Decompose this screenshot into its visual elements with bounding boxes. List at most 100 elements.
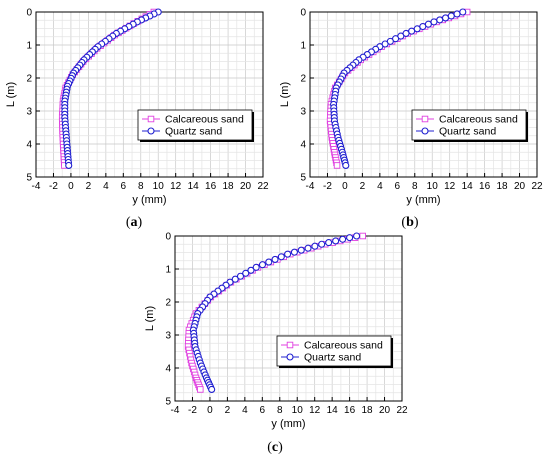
x-tick-label: 14	[188, 181, 200, 192]
x-tick-label: 6	[121, 181, 127, 192]
x-tick-label: -4	[32, 181, 41, 192]
data-point-circle	[231, 275, 239, 283]
legend-box	[276, 335, 392, 367]
x-tick-label: -2	[323, 181, 332, 192]
legend-box	[411, 109, 527, 141]
data-point-circle	[277, 253, 285, 261]
y-tick-label: 0	[300, 8, 306, 19]
y-axis-label: L (m)	[279, 82, 291, 107]
legend-label: Calcareous sand	[165, 114, 244, 126]
data-point-circle	[346, 234, 354, 242]
data-point-circle	[236, 272, 245, 280]
y-axis-label: L (m)	[144, 306, 156, 331]
data-point-circle	[265, 258, 273, 266]
x-tick-label: 16	[205, 181, 217, 192]
y-axis-label: L (m)	[5, 82, 17, 107]
x-tick-label: 2	[225, 405, 231, 416]
series-quartz-sand	[189, 232, 361, 394]
y-tick-label: 2	[165, 298, 171, 309]
data-point-circle	[342, 161, 350, 169]
legend-box	[137, 109, 253, 141]
data-point-square	[286, 341, 294, 349]
legend-label: Quartz sand	[439, 126, 496, 138]
x-tick-label: 4	[103, 181, 109, 192]
data-point-circle	[325, 239, 333, 247]
y-tick-label: 1	[165, 265, 171, 276]
plot-frame	[174, 235, 403, 402]
data-point-circle	[147, 127, 155, 135]
x-tick-label: 0	[207, 405, 213, 416]
data-point-circle	[441, 14, 450, 22]
data-point-circle	[242, 269, 250, 277]
x-tick-label: 20	[379, 405, 391, 416]
data-point-circle	[286, 353, 294, 361]
y-tick-label: 0	[26, 8, 32, 19]
x-tick-label: 16	[479, 181, 491, 192]
x-tick-label: 0	[342, 181, 348, 192]
y-tick-label: 3	[300, 107, 306, 118]
y-tick-label: 1	[26, 41, 32, 52]
x-tick-label: -4	[171, 405, 180, 416]
data-point-circle	[252, 263, 260, 271]
series-calcareous-sand	[58, 8, 158, 169]
data-point-circle	[447, 12, 455, 20]
data-point-square	[197, 386, 204, 393]
data-point-circle	[290, 248, 298, 256]
series-quartz-sand	[61, 8, 162, 169]
x-tick-label: -2	[49, 181, 58, 192]
x-tick-label: 10	[427, 181, 439, 192]
data-point-square	[359, 232, 366, 240]
x-tick-label: 12	[309, 405, 321, 416]
data-point-circle	[297, 246, 305, 254]
x-tick-label: 6	[395, 181, 401, 192]
legend-label: Quartz sand	[304, 352, 361, 364]
panel-caption: (a)	[126, 215, 143, 230]
data-point-circle	[208, 385, 216, 394]
data-point-circle	[284, 250, 292, 258]
data-point-circle	[318, 240, 326, 248]
y-tick-label: 0	[165, 232, 171, 243]
x-tick-label: 0	[68, 181, 74, 192]
panel-caption: (c)	[267, 440, 283, 455]
x-tick-label: 8	[277, 405, 283, 416]
legend-label: Calcareous sand	[304, 340, 383, 352]
x-tick-label: 20	[240, 181, 252, 192]
x-axis-label: y (mm)	[406, 194, 440, 206]
x-tick-label: 10	[153, 181, 165, 192]
grid	[35, 11, 264, 178]
data-point-square	[421, 115, 429, 123]
y-tick-label: 4	[26, 140, 32, 151]
y-tick-label: 1	[300, 41, 306, 52]
x-tick-label: 22	[531, 181, 543, 192]
data-point-circle	[421, 127, 429, 135]
y-tick-label: 2	[26, 74, 32, 85]
x-tick-label: 2	[86, 181, 92, 192]
x-axis-label: y (mm)	[132, 194, 166, 206]
x-tick-label: 22	[396, 405, 408, 416]
x-tick-label: 22	[257, 181, 269, 192]
x-tick-label: 16	[344, 405, 356, 416]
x-tick-label: 14	[327, 405, 339, 416]
y-tick-label: 3	[165, 331, 171, 342]
data-point-circle	[339, 235, 347, 243]
data-point-circle	[271, 255, 279, 263]
x-tick-label: 8	[412, 181, 418, 192]
legend-label: Calcareous sand	[439, 114, 518, 126]
data-point-circle	[65, 161, 73, 169]
data-point-circle	[258, 261, 267, 269]
data-point-circle	[332, 237, 340, 245]
series-quartz-sand	[330, 8, 467, 169]
x-tick-label: 4	[242, 405, 248, 416]
x-tick-label: 14	[462, 181, 474, 192]
y-tick-label: 4	[300, 140, 306, 151]
data-point-circle	[459, 8, 467, 16]
data-point-circle	[247, 266, 255, 274]
y-tick-label: 2	[300, 74, 306, 85]
x-tick-label: 20	[514, 181, 526, 192]
